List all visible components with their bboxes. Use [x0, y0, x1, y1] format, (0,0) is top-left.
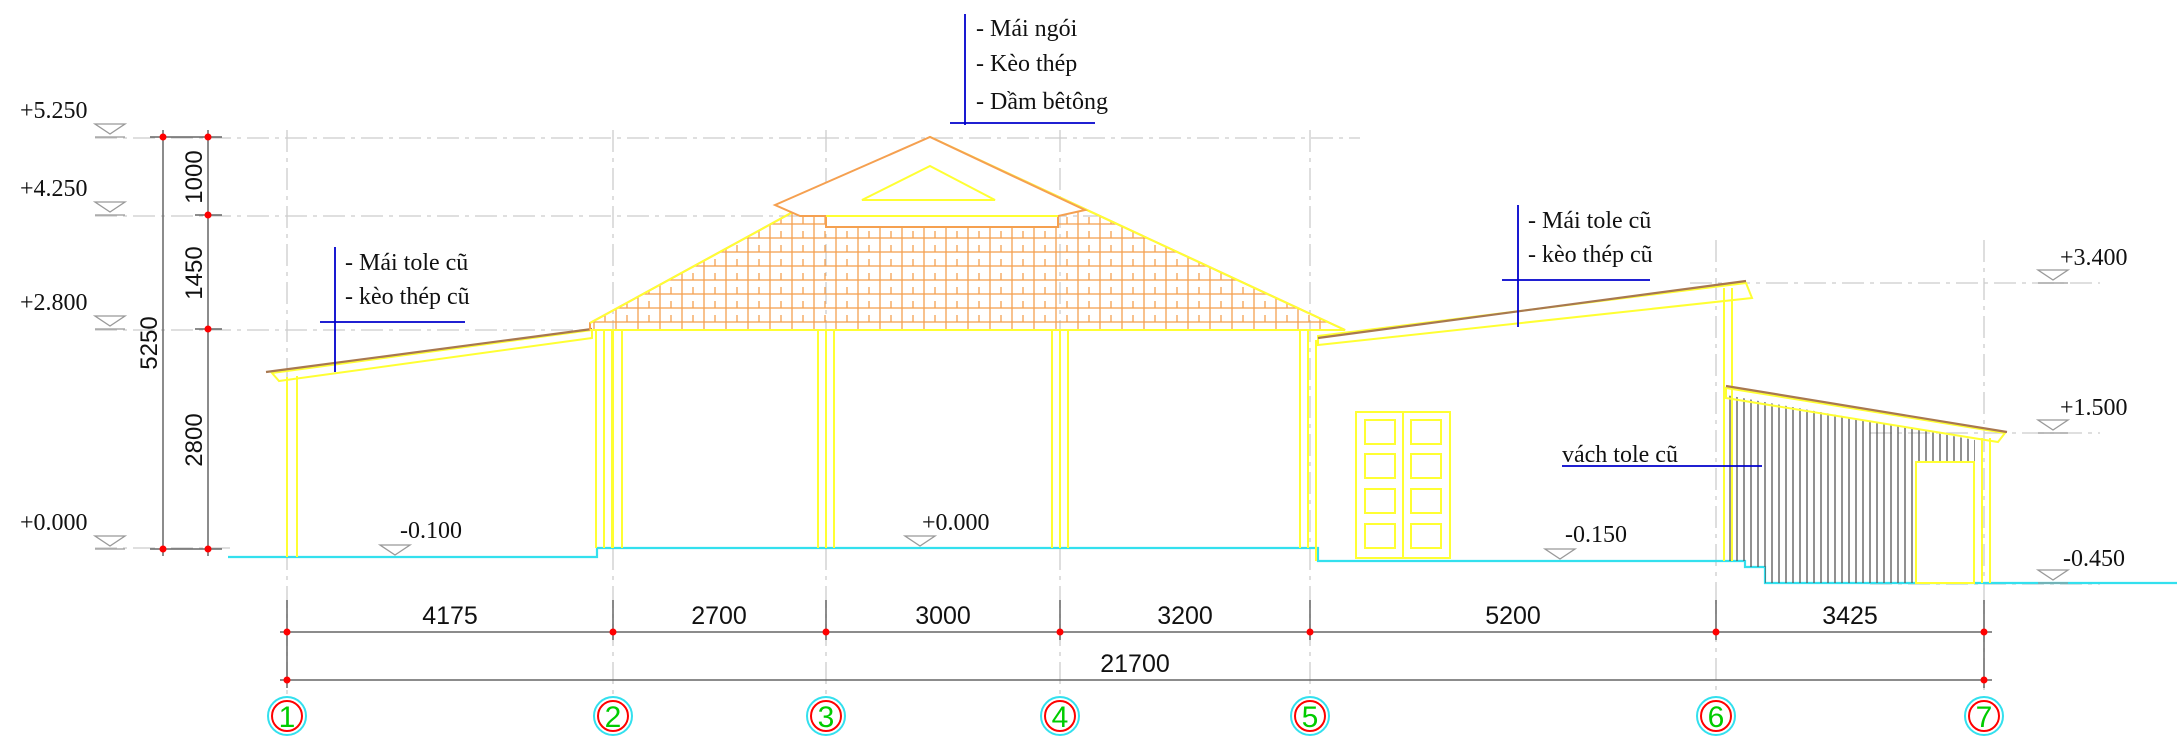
note-wall: vách tole cũ: [1562, 442, 1678, 468]
note-left-1: - Mái tole cũ: [345, 250, 468, 276]
floor-label-neg0150: -0.150: [1565, 522, 1627, 548]
dim-bottom-total: 21700: [1100, 650, 1170, 678]
axis-bubble-4: [1040, 696, 1080, 736]
dim-left-1000: 1000: [181, 150, 208, 203]
floor-label-0000: +0.000: [922, 510, 990, 536]
note-left-2: - kèo thép cũ: [345, 284, 470, 310]
level-label-neg0450: -0.450: [2063, 546, 2125, 572]
leader-lines: [320, 14, 1762, 467]
axis-bubbles: [267, 696, 2004, 736]
bottom-dimension-lines: [280, 600, 1992, 688]
level-markers: [92, 123, 2071, 584]
double-door: [1355, 411, 1451, 559]
axis-label-3: 3: [818, 701, 835, 734]
axis-label-4: 4: [1052, 701, 1069, 734]
center-building: [589, 135, 1346, 548]
level-label-5250: +5.250: [20, 98, 88, 124]
level-label-4250: +4.250: [20, 176, 88, 202]
axis-label-1: 1: [279, 701, 296, 734]
axis-bubble-1: [267, 696, 307, 736]
axis-bubble-3: [806, 696, 846, 736]
dim-bottom-2700: 2700: [691, 602, 747, 630]
axis-label-2: 2: [605, 701, 622, 734]
axis-label-5: 5: [1302, 701, 1319, 734]
bottom-dimension-ticks: [283, 628, 1988, 684]
dim-bottom-4175: 4175: [422, 602, 478, 630]
note-center-3: - Dầm bêtông: [976, 89, 1108, 115]
axis-label-6: 6: [1708, 701, 1725, 734]
level-label-3400: +3.400: [2060, 245, 2128, 271]
note-center-2: - Kèo thép: [976, 51, 1077, 77]
note-right-1: - Mái tole cũ: [1528, 208, 1651, 234]
axis-bubble-5: [1290, 696, 1330, 736]
axis-bubble-7: [1964, 696, 2004, 736]
left-dimension-ticks: [159, 133, 212, 553]
dim-left-2800: 2800: [181, 413, 208, 466]
level-label-2800: +2.800: [20, 290, 88, 316]
shed: [1725, 386, 2007, 584]
axis-label-7: 7: [1976, 701, 1993, 734]
note-center-1: - Mái ngói: [976, 16, 1078, 42]
shed-roof-edge: [1725, 384, 2008, 434]
floor-label-neg0100: -0.100: [400, 518, 462, 544]
dim-left-1450: 1450: [181, 246, 208, 299]
level-label-1500: +1.500: [2060, 395, 2128, 421]
axis-bubble-6: [1696, 696, 1736, 736]
dim-bottom-3200: 3200: [1157, 602, 1213, 630]
dim-bottom-3425: 3425: [1822, 602, 1878, 630]
right-wing: [1315, 281, 1754, 561]
dim-bottom-5200: 5200: [1485, 602, 1541, 630]
note-right-2: - kèo thép cũ: [1528, 242, 1653, 268]
axis-bubble-2: [593, 696, 633, 736]
level-label-0000-left: +0.000: [20, 510, 88, 536]
dim-left-5250: 5250: [136, 316, 163, 369]
left-roof-edge: [265, 327, 593, 374]
right-roof-edge: [1317, 279, 1747, 340]
dim-bottom-3000: 3000: [915, 602, 971, 630]
